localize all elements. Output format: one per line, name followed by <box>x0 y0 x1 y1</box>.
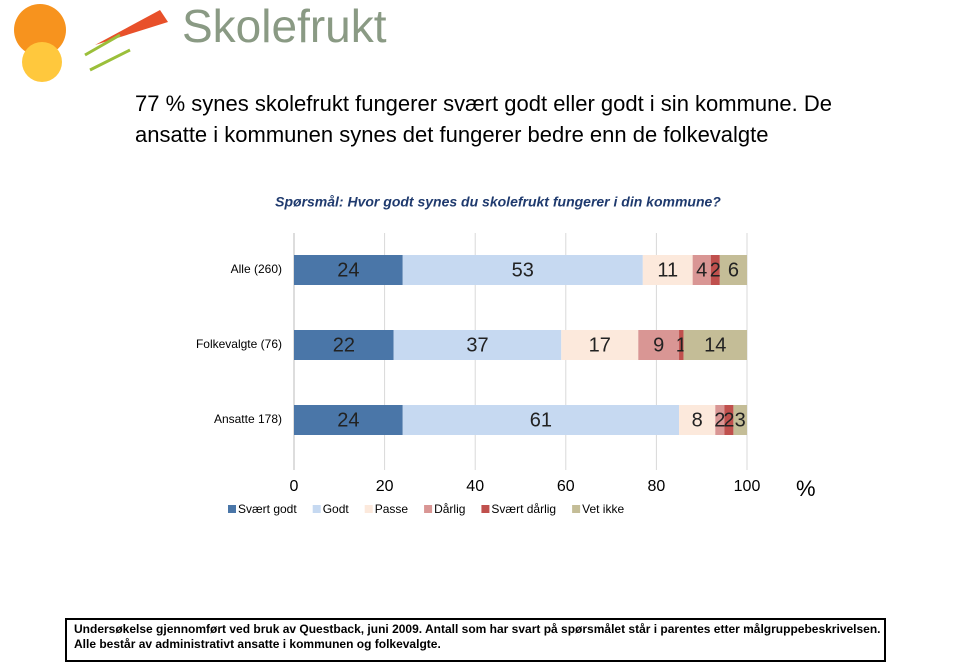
data-label: 1 <box>676 334 687 356</box>
data-label: 8 <box>692 409 703 431</box>
x-tick-label: 60 <box>557 478 575 495</box>
bar-segment <box>294 405 403 435</box>
data-label: 6 <box>728 259 739 281</box>
data-label: 61 <box>530 409 552 431</box>
x-tick-label: 80 <box>648 478 666 495</box>
heading: 77 % synes skolefrukt fungerer svært god… <box>135 91 832 147</box>
logo-text: Skolefrukt <box>182 0 387 52</box>
footnote-box: Undersøkelse gjennomført ved bruk av Que… <box>65 618 886 662</box>
y-tick-label: Ansatte 178) <box>214 412 282 426</box>
orange-icon <box>14 4 66 56</box>
x-tick-label: 20 <box>376 478 394 495</box>
bar-segment <box>715 405 725 435</box>
y-tick-label: Alle (260) <box>231 262 282 276</box>
y-tick-label: Folkevalgte (76) <box>196 337 282 351</box>
legend-label: Svært godt <box>238 502 297 516</box>
bar-segment <box>679 405 716 435</box>
legend-label: Dårlig <box>434 502 465 516</box>
data-label: 22 <box>333 334 355 356</box>
x-tick-label: 40 <box>466 478 484 495</box>
legend-label: Vet ikke <box>582 502 624 516</box>
leaf-icon <box>84 33 131 72</box>
legend-swatch <box>424 505 433 513</box>
data-label: 9 <box>653 334 664 356</box>
bar-segment <box>294 255 403 285</box>
data-label: 11 <box>657 259 678 281</box>
orange-slice-icon <box>22 42 62 82</box>
bar-segment <box>724 405 734 435</box>
data-label: 17 <box>589 334 611 356</box>
legend-label: Godt <box>323 502 350 516</box>
footnote-line: Alle består av administrativt ansatte i … <box>74 637 441 651</box>
bar-segment <box>692 255 711 285</box>
data-label: 14 <box>704 334 726 356</box>
data-label: 2 <box>723 409 734 431</box>
x-tick-label: 100 <box>734 478 761 495</box>
bar-segment <box>393 330 562 360</box>
data-label: 4 <box>696 259 707 281</box>
bar-segment <box>710 255 720 285</box>
bar-segment <box>733 405 747 435</box>
x-axis-label: % <box>796 476 816 501</box>
bar-segment <box>402 255 643 285</box>
bar-segment <box>679 330 684 360</box>
x-tick-label: 0 <box>290 478 299 495</box>
data-label: 2 <box>710 259 721 281</box>
footnote-line: Undersøkelse gjennomført ved bruk av Que… <box>74 622 881 636</box>
bar-segment <box>638 330 680 360</box>
data-label: 2 <box>714 409 725 431</box>
legend-swatch <box>481 505 490 513</box>
question: Spørsmål: Hvor godt synes du skolefrukt … <box>275 194 721 210</box>
bar-segment <box>683 330 747 360</box>
legend-swatch <box>312 505 321 513</box>
data-label: 53 <box>512 259 534 281</box>
bar-segment <box>642 255 693 285</box>
bar-segment <box>294 330 394 360</box>
data-label: 37 <box>466 334 488 356</box>
legend-swatch <box>572 505 581 513</box>
bar-segment <box>719 255 747 285</box>
legend-label: Passe <box>375 502 409 516</box>
legend-swatch <box>228 505 236 513</box>
bar-segment <box>402 405 680 435</box>
legend-label: Svært dårlig <box>491 502 556 516</box>
carrot-icon <box>95 10 168 45</box>
data-label: 24 <box>337 409 359 431</box>
legend-swatch <box>364 505 373 513</box>
data-label: 24 <box>337 259 359 281</box>
data-label: 3 <box>735 409 746 431</box>
bar-segment <box>561 330 639 360</box>
